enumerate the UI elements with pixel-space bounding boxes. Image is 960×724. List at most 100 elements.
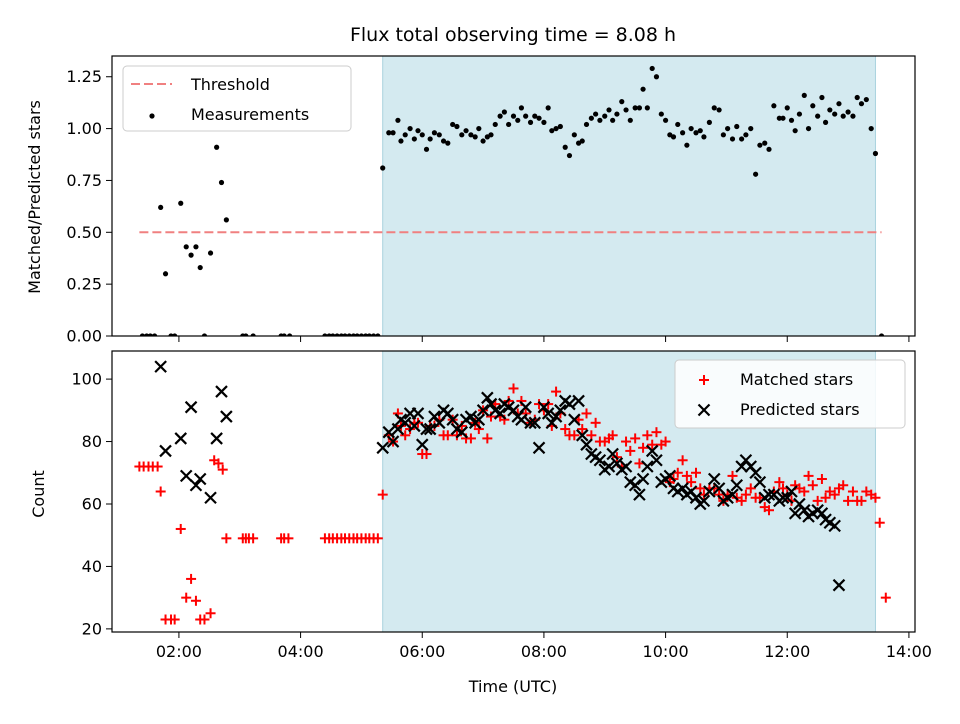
- measurement-point: [510, 113, 517, 119]
- measurement-point: [188, 252, 194, 258]
- top-plot-area: [139, 65, 885, 336]
- measurement-point: [743, 132, 749, 138]
- predicted-star-point: [215, 385, 228, 398]
- matched-star-point: [581, 408, 592, 419]
- matched-star-point: [803, 470, 814, 481]
- measurement-point: [588, 115, 594, 121]
- matched-star-point: [181, 592, 192, 603]
- predicted-star-point: [641, 460, 654, 473]
- top-frame: [111, 55, 916, 337]
- predicted-star-point: [515, 413, 528, 426]
- measurement-point: [497, 113, 503, 119]
- predicted-star-point: [476, 404, 490, 417]
- measurement-point: [162, 271, 169, 277]
- legend-measurements-label: Measurements: [191, 105, 309, 124]
- measurement-point: [796, 111, 803, 117]
- top-y-tick-label: 1.25: [66, 67, 102, 86]
- measurement-point: [419, 132, 425, 138]
- measurement-point: [753, 171, 759, 177]
- measurement-point: [762, 140, 768, 146]
- measurement-point: [488, 132, 494, 138]
- measurement-point: [354, 333, 360, 336]
- measurement-point: [780, 115, 786, 121]
- measurement-point: [450, 121, 456, 128]
- matched-star-point: [642, 430, 653, 441]
- measurement-point: [850, 113, 856, 119]
- measurement-point: [819, 94, 825, 101]
- measurement-point: [549, 128, 555, 134]
- measurement-point: [431, 130, 438, 136]
- matched-star-point: [764, 505, 774, 516]
- measurement-point: [653, 74, 660, 80]
- measurement-point: [193, 244, 199, 250]
- measurement-point: [632, 105, 638, 111]
- matched-star-point: [660, 436, 671, 447]
- predicted-star-point: [828, 519, 841, 533]
- measurement-point: [468, 132, 474, 138]
- predicted-star-point: [776, 491, 790, 505]
- matched-star-point: [186, 573, 197, 584]
- predicted-star-point: [411, 407, 425, 420]
- measurement-point: [649, 65, 655, 72]
- predicted-star-point: [554, 404, 567, 417]
- top-y-tick-label: 0.00: [66, 327, 102, 346]
- measurement-point: [527, 119, 534, 125]
- predicted-star-point: [386, 435, 400, 448]
- predicted-star-point: [580, 438, 593, 451]
- measurement-point: [445, 140, 451, 146]
- matched-star-point: [451, 430, 462, 441]
- measurement-point: [139, 333, 146, 336]
- matched-star-point: [816, 474, 827, 485]
- ratio-panel: 0.00 0.25 0.50 0.75 1.00 1.25 Threshold Measure…: [66, 55, 916, 346]
- predicted-star-point: [472, 413, 486, 426]
- predicted-star-point: [493, 407, 507, 420]
- bottom-y-axis-label: Count: [29, 470, 48, 518]
- measurement-point: [330, 333, 336, 336]
- measurement-point: [201, 333, 208, 336]
- predicted-star-point: [568, 413, 581, 426]
- predicted-star-point: [735, 460, 748, 473]
- matched-star-point: [727, 470, 738, 481]
- x-tick-label: 04:00: [278, 642, 324, 661]
- matched-star-point: [621, 436, 632, 447]
- matched-star-point: [590, 417, 601, 428]
- bottom-y-tick-label: 60: [82, 494, 102, 513]
- predicted-star-point: [184, 400, 198, 414]
- predicted-star-point: [484, 397, 498, 411]
- matched-star-point: [807, 480, 818, 491]
- predicted-star-point: [528, 416, 542, 430]
- measurement-point: [223, 217, 229, 223]
- measurement-point: [693, 130, 699, 136]
- x-tick-label: 10:00: [643, 642, 689, 661]
- bottom-y-tick-label: 80: [82, 432, 102, 451]
- measurement-point: [636, 105, 643, 111]
- measurement-point: [197, 264, 203, 271]
- measurement-point: [734, 123, 740, 130]
- matched-star-point: [681, 470, 692, 481]
- matched-star-point: [152, 461, 163, 472]
- predicted-star-point: [420, 422, 433, 436]
- matched-star-point: [677, 455, 688, 466]
- measurement-point: [579, 138, 585, 144]
- predicted-star-point: [753, 475, 767, 489]
- predicted-star-point: [398, 416, 412, 430]
- measurement-point: [411, 136, 417, 142]
- matched-star-point: [691, 467, 701, 478]
- measurement-point: [716, 107, 722, 113]
- top-observing-window: [382, 55, 876, 337]
- x-tick-label: 06:00: [399, 642, 445, 661]
- measurement-point: [670, 134, 677, 140]
- predicted-star-point: [575, 429, 589, 442]
- predicted-star-point: [628, 478, 642, 492]
- predicted-star-point: [519, 400, 532, 414]
- measurement-point: [766, 146, 772, 152]
- measurement-point: [218, 179, 225, 186]
- measurement-point: [854, 94, 860, 101]
- measurement-point: [342, 333, 348, 336]
- measurement-point: [214, 144, 220, 150]
- matched-star-point: [190, 595, 201, 606]
- measurement-point: [536, 115, 542, 121]
- measurement-point: [614, 111, 620, 117]
- measurement-point: [684, 142, 690, 148]
- measurement-point: [172, 333, 178, 336]
